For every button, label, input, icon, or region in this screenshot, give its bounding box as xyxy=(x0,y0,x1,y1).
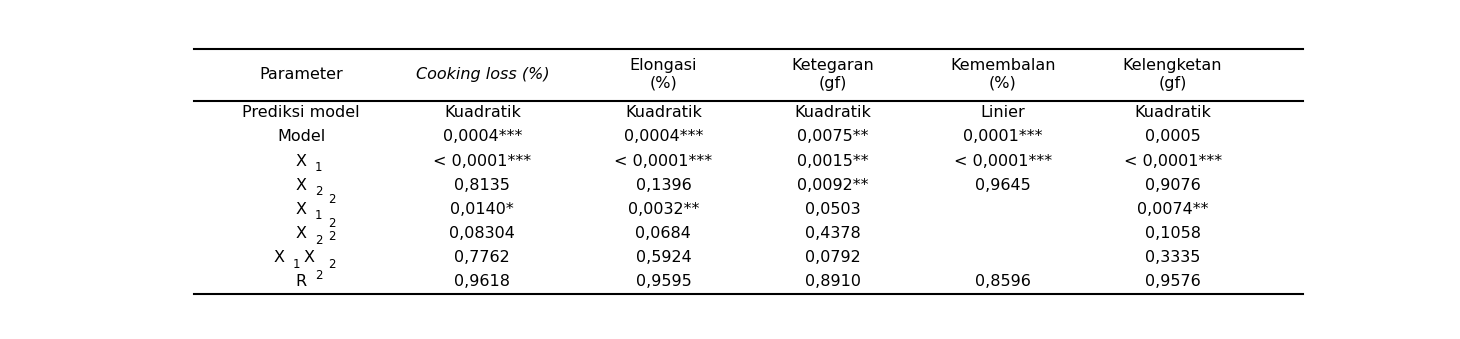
Text: 1: 1 xyxy=(292,258,299,271)
Text: 0,9595: 0,9595 xyxy=(635,274,691,289)
Text: Cooking loss (%): Cooking loss (%) xyxy=(416,67,549,82)
Text: Kuadratik: Kuadratik xyxy=(625,105,702,120)
Text: 0,4378: 0,4378 xyxy=(806,226,861,241)
Text: X: X xyxy=(296,202,307,217)
Text: 0,08304: 0,08304 xyxy=(450,226,515,241)
Text: 2: 2 xyxy=(328,193,336,206)
Text: Ketegaran
(gf): Ketegaran (gf) xyxy=(791,58,875,91)
Text: 0,0015**: 0,0015** xyxy=(797,154,869,168)
Text: 0,0075**: 0,0075** xyxy=(797,129,869,144)
Text: 1: 1 xyxy=(315,210,323,222)
Text: < 0,0001***: < 0,0001*** xyxy=(953,154,1051,168)
Text: 0,9076: 0,9076 xyxy=(1145,178,1200,193)
Text: 0,0004***: 0,0004*** xyxy=(442,129,523,144)
Text: 2: 2 xyxy=(328,217,336,230)
Text: 2: 2 xyxy=(315,185,323,198)
Text: 0,0074**: 0,0074** xyxy=(1137,202,1209,217)
Text: 2: 2 xyxy=(328,258,336,271)
Text: < 0,0001***: < 0,0001*** xyxy=(434,154,531,168)
Text: Kelengketan
(gf): Kelengketan (gf) xyxy=(1123,58,1222,91)
Text: Model: Model xyxy=(277,129,326,144)
Text: Kuadratik: Kuadratik xyxy=(794,105,872,120)
Text: 0,0004***: 0,0004*** xyxy=(623,129,704,144)
Text: X: X xyxy=(296,154,307,168)
Text: 0,8135: 0,8135 xyxy=(454,178,511,193)
Text: 0,9576: 0,9576 xyxy=(1145,274,1200,289)
Text: Kemembalan
(%): Kemembalan (%) xyxy=(950,58,1056,91)
Text: X: X xyxy=(296,226,307,241)
Text: < 0,0001***: < 0,0001*** xyxy=(1124,154,1222,168)
Text: 0,0792: 0,0792 xyxy=(806,250,861,265)
Text: < 0,0001***: < 0,0001*** xyxy=(615,154,712,168)
Text: 0,3335: 0,3335 xyxy=(1145,250,1200,265)
Text: 0,7762: 0,7762 xyxy=(454,250,510,265)
Text: 0,0005: 0,0005 xyxy=(1145,129,1200,144)
Text: Elongasi
(%): Elongasi (%) xyxy=(629,58,696,91)
Text: 1: 1 xyxy=(315,161,323,174)
Text: 0,9618: 0,9618 xyxy=(454,274,511,289)
Text: X: X xyxy=(304,250,314,265)
Text: 0,9645: 0,9645 xyxy=(975,178,1031,193)
Text: Parameter: Parameter xyxy=(260,67,343,82)
Text: 2: 2 xyxy=(315,234,323,246)
Text: Linier: Linier xyxy=(981,105,1025,120)
Text: X: X xyxy=(296,178,307,193)
Text: 2: 2 xyxy=(328,230,336,243)
Text: Kuadratik: Kuadratik xyxy=(444,105,521,120)
Text: 0,1058: 0,1058 xyxy=(1145,226,1200,241)
Text: 0,0092**: 0,0092** xyxy=(797,178,869,193)
Text: 0,0001***: 0,0001*** xyxy=(964,129,1042,144)
Text: 2: 2 xyxy=(315,269,323,282)
Text: 0,0140*: 0,0140* xyxy=(451,202,514,217)
Text: 0,0032**: 0,0032** xyxy=(628,202,699,217)
Text: Kuadratik: Kuadratik xyxy=(1134,105,1210,120)
Text: 0,0503: 0,0503 xyxy=(806,202,861,217)
Text: Prediksi model: Prediksi model xyxy=(242,105,361,120)
Text: R: R xyxy=(296,274,307,289)
Text: X: X xyxy=(273,250,285,265)
Text: 0,8910: 0,8910 xyxy=(804,274,861,289)
Text: 0,1396: 0,1396 xyxy=(635,178,691,193)
Text: 0,5924: 0,5924 xyxy=(635,250,691,265)
Text: 0,0684: 0,0684 xyxy=(635,226,692,241)
Text: 0,8596: 0,8596 xyxy=(975,274,1031,289)
